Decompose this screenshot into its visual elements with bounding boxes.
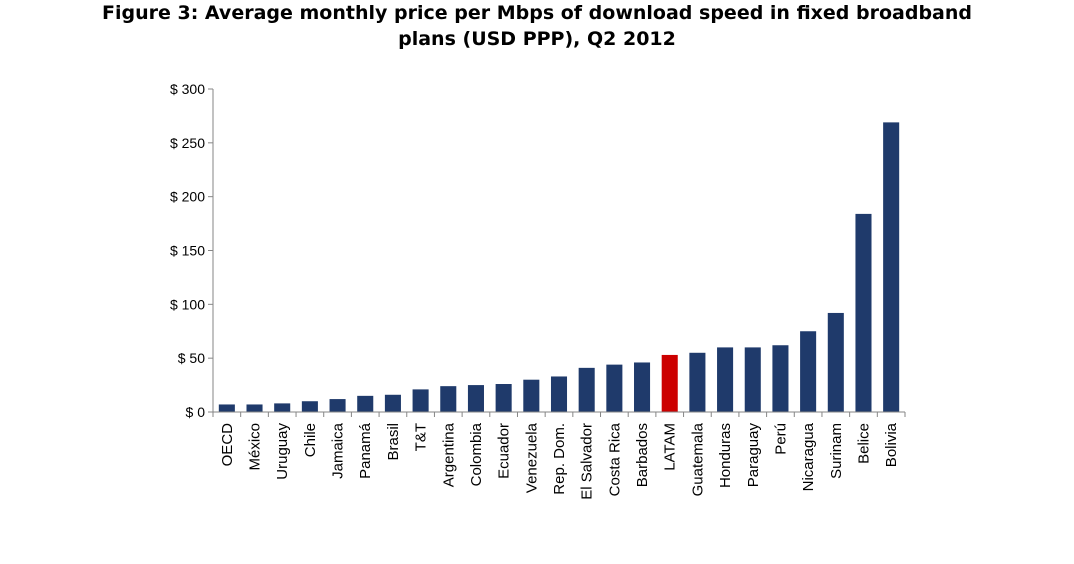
- y-tick-label: $ 250: [170, 135, 205, 151]
- bar-per-: [772, 345, 789, 412]
- bar-paraguay: [744, 347, 761, 412]
- x-category-label: El Salvador: [579, 423, 596, 500]
- x-category-label: Guatemala: [689, 422, 706, 496]
- x-axis: OECD México Uruguay Chile Jamaica Panamá Brasi…: [212, 411, 906, 500]
- x-category-label: Barbados: [634, 423, 651, 487]
- bar-panam-: [357, 395, 374, 412]
- bar-guatemala: [689, 352, 706, 412]
- x-category-label: Costa Rica: [606, 422, 623, 496]
- bar-venezuela: [523, 379, 540, 412]
- bar-bolivia: [883, 122, 900, 413]
- bar-el-salvador: [578, 367, 595, 412]
- y-tick-label: $ 0: [186, 404, 206, 420]
- x-category-label: Rep. Dom.: [551, 423, 568, 495]
- bar-t-t: [412, 389, 429, 412]
- x-category-label: Belice: [855, 423, 872, 464]
- x-category-label: T&T: [413, 423, 430, 451]
- bar-jamaica: [329, 399, 346, 412]
- bar-chile: [301, 401, 318, 412]
- bar-ecuador: [495, 384, 512, 412]
- bar-surinam: [827, 312, 844, 412]
- x-category-label: Argentina: [440, 422, 457, 487]
- bar-oecd: [218, 404, 235, 412]
- bar-brasil: [384, 394, 401, 412]
- y-tick-label: $ 150: [170, 243, 205, 259]
- bar-barbados: [634, 362, 651, 412]
- y-axis: $ 0 $ 50 $ 100 $ 150 $ 200 $ 250 $ 300: [170, 81, 214, 420]
- y-tick-label: $ 300: [170, 81, 205, 97]
- x-category-label: Perú: [772, 423, 789, 455]
- bar-uruguay: [274, 403, 291, 412]
- bar-costa-rica: [606, 364, 623, 412]
- chart-title-line-1: Figure 3: Average monthly price per Mbps…: [101, 2, 973, 24]
- bar-rep-dom-: [550, 376, 568, 412]
- bar-colombia: [467, 385, 484, 412]
- x-category-label: Jamaica: [330, 422, 347, 479]
- bar-belice: [855, 213, 872, 412]
- x-category-label: Chile: [302, 423, 319, 457]
- y-tick-label: $ 50: [178, 350, 205, 366]
- x-category-label: Venezuela: [523, 422, 540, 493]
- bar-honduras: [717, 347, 734, 412]
- x-category-label: México: [247, 423, 264, 471]
- bar-latam: [661, 354, 678, 412]
- bar-nicaragua: [800, 331, 817, 412]
- x-category-label: Colombia: [468, 422, 485, 486]
- x-category-label: Nicaragua: [800, 422, 817, 491]
- y-tick-label: $ 200: [170, 189, 205, 205]
- x-category-label: Brasil: [385, 423, 402, 461]
- x-category-label: Surinam: [828, 423, 845, 479]
- x-category-label: OECD: [219, 423, 236, 467]
- chart-title: Figure 3: Average monthly price per Mbps…: [0, 0, 1074, 52]
- x-category-label: Paraguay: [745, 423, 762, 488]
- x-category-label: Bolivia: [883, 422, 900, 467]
- x-category-label: LATAM: [662, 423, 679, 471]
- x-category-label: Honduras: [717, 423, 734, 488]
- chart-title-line-2: plans (USD PPP), Q2 2012: [398, 28, 676, 50]
- bar-argentina: [440, 386, 457, 412]
- bar-m-xico: [246, 404, 263, 412]
- bars: [218, 122, 900, 413]
- y-tick-label: $ 100: [170, 296, 205, 312]
- x-category-label: Panamá: [357, 422, 374, 479]
- x-category-label: Ecuador: [496, 423, 513, 479]
- x-category-label: Uruguay: [274, 423, 291, 480]
